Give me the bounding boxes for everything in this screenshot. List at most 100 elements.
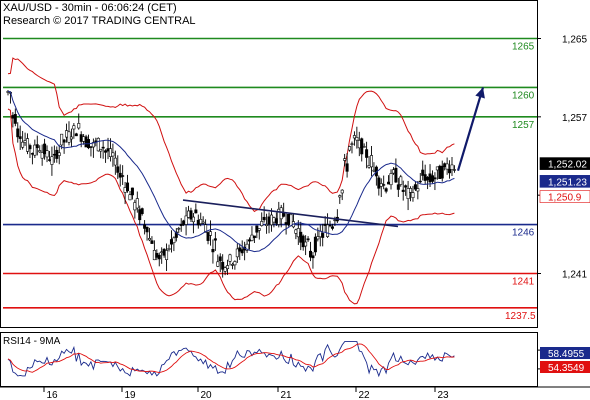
x-tick-label-4: 22 bbox=[358, 390, 370, 400]
candle-body bbox=[362, 146, 366, 148]
candle-body bbox=[435, 166, 439, 171]
candle-body bbox=[89, 146, 93, 148]
candle-body bbox=[52, 153, 56, 156]
candle-body bbox=[333, 219, 337, 222]
candle-body bbox=[206, 232, 210, 241]
date-axis-ticks: 16 19 20 21 22 23 bbox=[43, 387, 449, 400]
research-credit: Research © 2017 TRADING CENTRAL bbox=[3, 15, 196, 27]
candle-body bbox=[213, 238, 217, 241]
candle-body bbox=[145, 226, 149, 233]
candle-body bbox=[445, 163, 449, 170]
candle-body bbox=[191, 216, 195, 223]
candle-body bbox=[313, 236, 317, 253]
rsi-badge-text-1: 54.3549 bbox=[548, 363, 585, 374]
candle-body bbox=[116, 166, 120, 173]
candlesticks bbox=[6, 90, 456, 278]
candle-body bbox=[135, 198, 139, 209]
candle-body bbox=[150, 240, 154, 244]
candle-body bbox=[199, 219, 203, 224]
candle-body bbox=[367, 165, 371, 168]
x-tick-label-0: 16 bbox=[46, 390, 58, 400]
candle-body bbox=[228, 254, 232, 262]
level-label-4: 1241 bbox=[512, 277, 535, 288]
candle-body bbox=[233, 261, 237, 266]
candle-body bbox=[252, 235, 256, 239]
candle-body bbox=[50, 156, 54, 165]
candle-body bbox=[143, 224, 147, 229]
candle-body bbox=[352, 135, 356, 139]
candle-body bbox=[43, 143, 47, 155]
candle-body bbox=[57, 152, 61, 156]
candle-body bbox=[108, 148, 112, 157]
candle-body bbox=[289, 214, 293, 227]
candle-body bbox=[377, 177, 381, 189]
candle-body bbox=[387, 181, 391, 185]
candle-body bbox=[96, 137, 100, 152]
candle-body bbox=[11, 115, 15, 119]
price-badge-text-2: 1,250.9 bbox=[548, 193, 582, 204]
arrow-head bbox=[475, 87, 485, 99]
candle-body bbox=[404, 185, 408, 188]
rsi-badge-text-0: 58.4955 bbox=[548, 349, 585, 360]
arrow-shaft bbox=[456, 87, 485, 172]
candle-body bbox=[38, 150, 42, 153]
candle-body bbox=[123, 187, 127, 193]
candle-body bbox=[438, 165, 442, 179]
candle-body bbox=[426, 176, 430, 181]
candle-body bbox=[274, 218, 278, 224]
candle-body bbox=[126, 182, 130, 192]
candle-body bbox=[130, 187, 134, 196]
x-tick-label-2: 20 bbox=[200, 390, 212, 400]
candle-body bbox=[218, 256, 222, 262]
candle-body bbox=[311, 255, 315, 259]
candle-body bbox=[389, 173, 393, 186]
neckline-trendline bbox=[182, 199, 399, 228]
candle-body bbox=[182, 220, 186, 225]
price-badge-bg-2 bbox=[539, 190, 590, 203]
candle-body bbox=[238, 247, 242, 252]
candle-body bbox=[101, 146, 105, 149]
candle-body bbox=[301, 235, 305, 248]
price-badge-bg-1 bbox=[539, 175, 590, 188]
candle-body bbox=[23, 140, 27, 143]
level-label-2: 1257 bbox=[512, 120, 535, 131]
candle-body bbox=[257, 228, 261, 231]
y-tick-label-3: 1,241 bbox=[562, 270, 587, 281]
candle-body bbox=[189, 210, 193, 220]
candle-body bbox=[235, 248, 239, 258]
candle-body bbox=[338, 195, 342, 198]
level-label-0: 1265 bbox=[512, 42, 535, 53]
candle-body bbox=[196, 219, 200, 226]
candle-body bbox=[328, 224, 332, 227]
rsi-line bbox=[7, 341, 455, 378]
candle-body bbox=[394, 167, 398, 183]
candle-body bbox=[184, 215, 188, 225]
candle-body bbox=[391, 169, 395, 174]
candle-body bbox=[221, 261, 225, 270]
candle-body bbox=[167, 248, 171, 250]
candle-body bbox=[106, 148, 110, 152]
candle-body bbox=[430, 175, 434, 182]
candle-body bbox=[187, 210, 191, 218]
candle-body bbox=[350, 143, 354, 145]
candle-body bbox=[179, 224, 183, 226]
candle-body bbox=[16, 128, 20, 138]
candle-body bbox=[296, 228, 300, 238]
candle-body bbox=[77, 123, 81, 129]
y-tick-label-1: 1,257 bbox=[562, 113, 587, 124]
level-label-3: 1246 bbox=[512, 228, 535, 239]
candle-body bbox=[262, 216, 266, 221]
candle-body bbox=[248, 239, 252, 242]
rsi-panel-frame bbox=[0, 332, 538, 387]
candle-body bbox=[99, 148, 103, 152]
candle-body bbox=[450, 164, 454, 170]
candle-body bbox=[265, 224, 269, 226]
candle-body bbox=[113, 157, 117, 166]
candle-body bbox=[340, 189, 344, 194]
rsi-badge-bg-1 bbox=[540, 361, 590, 373]
symbol-header: XAU/USD - 30min - 06:06:24 (CET) bbox=[3, 2, 177, 14]
price-badges: 1,252.02 1,251.23 1,250.9 bbox=[539, 157, 590, 204]
candle-body bbox=[226, 265, 230, 269]
candle-body bbox=[384, 188, 388, 192]
candle-body bbox=[216, 261, 220, 267]
